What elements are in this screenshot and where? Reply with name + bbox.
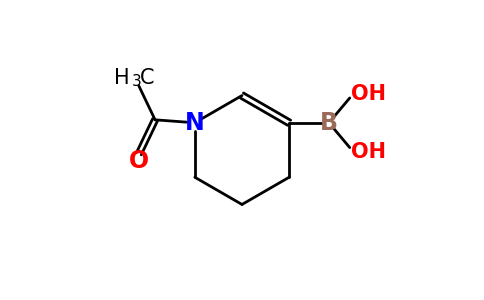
Text: OH: OH [351,142,386,162]
Text: 3: 3 [132,74,142,89]
Text: OH: OH [351,83,386,103]
Text: B: B [320,111,338,135]
Text: N: N [185,111,205,135]
Text: C: C [140,68,155,88]
Text: H: H [114,68,130,88]
Text: O: O [129,149,149,173]
